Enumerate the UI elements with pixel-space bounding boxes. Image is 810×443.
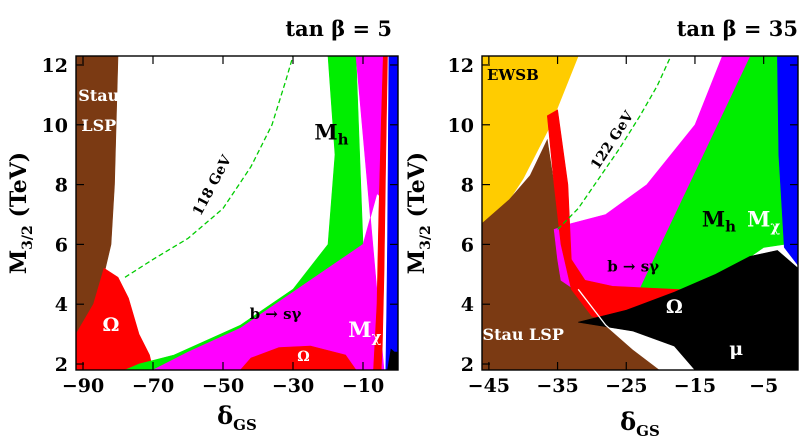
x-axis-label-subscript: GS (233, 416, 257, 434)
y-tick-label: 2 (55, 354, 68, 376)
region-label-text: M (314, 120, 337, 145)
region-ewsb (482, 56, 579, 224)
y-tick-label: 10 (448, 115, 474, 137)
region-label-text: Ω (666, 296, 683, 318)
region-red-strip (373, 56, 388, 370)
y-axis-label-subscript: 3/2 (20, 225, 36, 250)
x-tick-label: −30 (272, 375, 314, 397)
region-omega-lower (240, 345, 357, 370)
region-label-subscript: h (338, 131, 349, 149)
region-label-text: M (747, 206, 770, 231)
region-label-text: b → sγ (250, 305, 302, 323)
region-label-text: LSP (81, 116, 116, 135)
region-label-m-h: Mh (702, 206, 736, 235)
x-axis-label: δGS (217, 401, 257, 434)
y-tick-label: 12 (42, 55, 68, 77)
region-chargino (387, 348, 398, 370)
region-label-lsp: LSP (81, 116, 116, 135)
y-axis-label-main: M (404, 250, 430, 274)
region-label-stau: Stau (78, 86, 119, 105)
region-label-item: Ω (297, 349, 309, 365)
plot-frame (75, 55, 399, 371)
y-tick-label: 12 (448, 55, 474, 77)
y-tick-label: 8 (461, 175, 474, 197)
region-label-m-h: Mh (314, 120, 348, 149)
y-axis-label-main: M (6, 250, 32, 274)
region-label-text: Ω (297, 349, 309, 365)
region-label-text: M (702, 206, 725, 231)
region-m-chi (383, 56, 398, 370)
y-axis-label-subscript: 3/2 (418, 225, 434, 250)
region-label-text: EWSB (487, 66, 539, 84)
panel-title: tan β = 5 (285, 16, 392, 41)
region-label-text: b → sγ (607, 257, 659, 275)
y-axis-label: M3/2 (TeV) (404, 152, 434, 274)
y-tick-label: 10 (42, 115, 68, 137)
x-tick-label: −70 (132, 375, 174, 397)
x-tick-label: −10 (342, 375, 384, 397)
y-tick-label: 6 (55, 234, 68, 256)
region-label-text: Stau LSP (483, 325, 564, 344)
y-tick-label: 8 (55, 175, 68, 197)
region-label-item: Ω (666, 296, 683, 318)
region-mu-region (578, 250, 798, 370)
y-tick-label: 6 (461, 234, 474, 256)
region-label-ewsb: EWSB (487, 66, 539, 84)
x-axis-label-subscript: GS (636, 422, 660, 440)
y-axis-label-unit: (TeV) (404, 152, 430, 225)
x-tick-label: −45 (468, 375, 510, 397)
panel-title: tan β = 35 (677, 16, 798, 41)
region-label-text: μ (729, 338, 743, 360)
x-tick-label: −50 (202, 375, 244, 397)
y-axis-label: M3/2 (TeV) (6, 152, 36, 274)
region-label-b-s: b → sγ (607, 257, 659, 275)
x-tick-label: −35 (536, 375, 578, 397)
region-label-m: Mχ (348, 317, 381, 346)
x-tick-label: −90 (62, 375, 104, 397)
x-axis-label: δGS (620, 407, 660, 440)
region-label-text: Ω (103, 314, 120, 336)
curve-118-gev (124, 56, 294, 278)
region-label-text: Stau (78, 86, 119, 105)
region-label-text: M (348, 317, 371, 342)
x-tick-label: −5 (749, 375, 778, 397)
y-tick-label: 4 (461, 294, 474, 316)
region-label-subscript: χ (371, 328, 381, 346)
region-label-m: Mχ (747, 206, 780, 235)
region-m-chi (777, 56, 798, 266)
region-label-item: Ω (103, 314, 120, 336)
x-axis-label-main: δ (620, 407, 636, 436)
y-tick-label: 4 (55, 294, 68, 316)
region-label-item: μ (729, 338, 743, 360)
x-tick-label: −25 (605, 375, 647, 397)
curve-white-boundary (577, 288, 661, 370)
x-axis-label-main: δ (217, 401, 233, 430)
region-label-b-s: b → sγ (250, 305, 302, 323)
x-tick-label: −15 (674, 375, 716, 397)
y-tick-label: 2 (461, 354, 474, 376)
region-label-subscript: χ (770, 217, 780, 235)
y-axis-label-unit: (TeV) (6, 152, 32, 225)
region-label-subscript: h (725, 217, 736, 235)
region-label-stau-lsp: Stau LSP (483, 325, 564, 344)
plot-frame (481, 55, 799, 371)
